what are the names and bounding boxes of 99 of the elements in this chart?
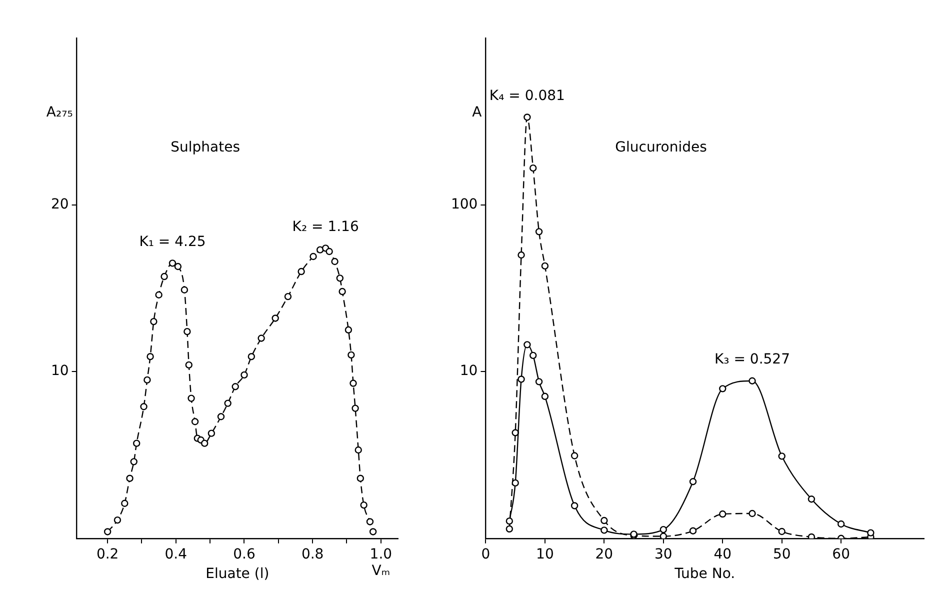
point (184, 328, 191, 336)
point (174, 262, 182, 270)
x-tick-label: 60 (832, 546, 850, 562)
point (316, 246, 324, 254)
point (366, 518, 374, 526)
point (535, 378, 543, 386)
x-tick-label: 20 (595, 546, 614, 562)
x-tick-label: 30 (654, 546, 672, 562)
point (506, 517, 514, 525)
point (185, 361, 192, 369)
point (518, 376, 525, 383)
point (524, 341, 531, 348)
point (284, 292, 292, 300)
point (338, 288, 346, 296)
point (867, 529, 874, 536)
point (541, 262, 549, 270)
point (140, 403, 148, 410)
annotation: K₂ = 1.16 (292, 218, 359, 235)
point (130, 458, 138, 466)
point (600, 516, 608, 524)
point (133, 440, 140, 447)
point (778, 528, 786, 536)
point (356, 474, 364, 482)
point (298, 268, 305, 276)
x-tick-label: 0.6 (233, 546, 256, 562)
point (155, 291, 162, 298)
point (208, 430, 216, 437)
point (336, 274, 344, 282)
point (114, 516, 122, 524)
point (535, 228, 543, 236)
point (350, 380, 357, 387)
point (104, 528, 112, 536)
point (348, 351, 355, 359)
point (168, 260, 176, 267)
point (778, 452, 786, 460)
point (512, 479, 519, 487)
x-tick-label: 40 (714, 546, 732, 562)
point (150, 318, 158, 326)
x-tick-label: 0.4 (164, 546, 188, 562)
x-tick-label: 0.2 (96, 546, 119, 562)
y-tick-label: 100 (450, 196, 478, 212)
point (530, 164, 537, 172)
point (600, 526, 608, 534)
point (660, 532, 667, 538)
point (524, 114, 531, 121)
point (808, 496, 816, 503)
point (248, 352, 256, 360)
point (224, 400, 232, 407)
point (541, 392, 549, 400)
x-tick-label: 0 (481, 546, 490, 562)
point (344, 326, 352, 334)
point (126, 474, 134, 482)
x-tick-label: 0.8 (301, 546, 324, 562)
point (506, 525, 514, 533)
x-tick-label: 50 (772, 546, 791, 562)
point (689, 478, 697, 486)
point (748, 510, 756, 518)
point (748, 377, 756, 384)
point (660, 526, 667, 534)
point (240, 371, 248, 379)
x-axis-title: Tube No. (674, 566, 736, 582)
point (570, 452, 578, 460)
y-axis-title: A (472, 104, 482, 121)
point (352, 404, 359, 412)
point (326, 248, 333, 256)
point (160, 272, 168, 280)
annotation: K₁ = 4.25 (139, 234, 206, 250)
text: Sulphates (170, 140, 240, 156)
point (689, 527, 697, 534)
point (369, 528, 377, 536)
annotation: K₃ = 0.527 (714, 352, 790, 368)
text: Glucuronides (615, 140, 707, 156)
point (837, 520, 845, 528)
point (146, 352, 154, 360)
point (719, 510, 726, 518)
point (217, 413, 225, 420)
point (201, 440, 208, 447)
point (121, 500, 128, 507)
point (232, 383, 239, 390)
point (144, 376, 151, 384)
point (360, 501, 368, 509)
point (191, 418, 199, 426)
point (354, 446, 362, 454)
y-axis-title: A₂₇₅ (46, 104, 73, 121)
text: Vₘ (372, 563, 390, 580)
point (188, 394, 195, 402)
point (310, 252, 317, 260)
point (272, 314, 279, 322)
point (331, 258, 338, 266)
x-tick-label: 1.0 (370, 546, 392, 562)
x-axis-title: Eluate (l) (206, 566, 270, 582)
point (258, 334, 265, 342)
point (180, 286, 188, 294)
point (530, 352, 537, 360)
annotation: K₄ = 0.081 (489, 88, 565, 104)
x-tick-label: 10 (536, 546, 554, 562)
point (570, 502, 578, 510)
point (719, 385, 726, 392)
point (518, 251, 525, 259)
